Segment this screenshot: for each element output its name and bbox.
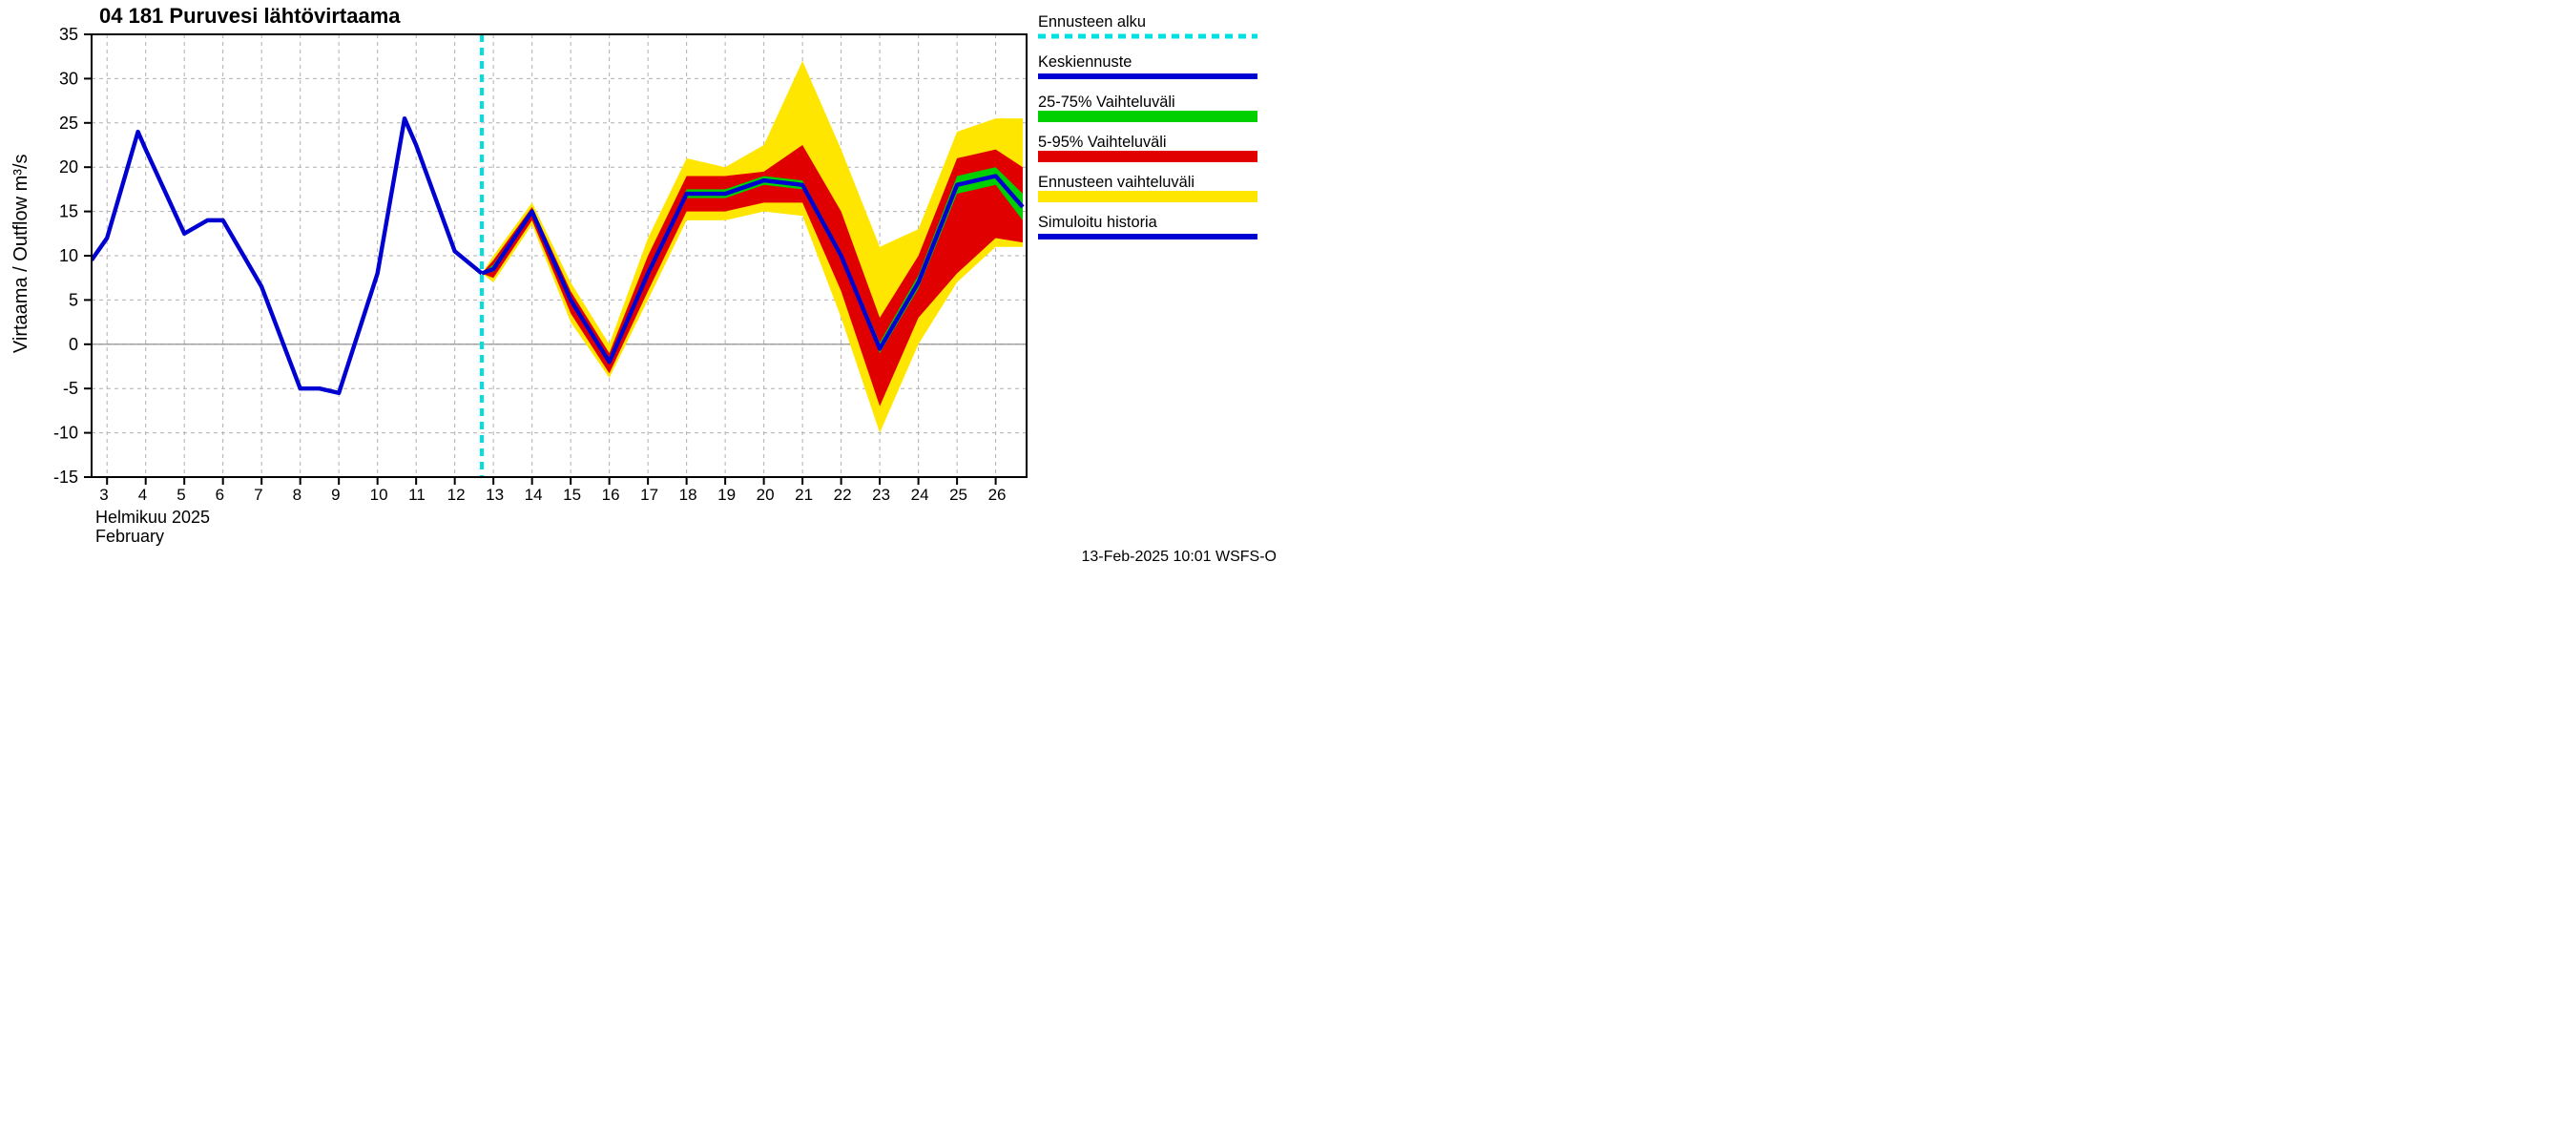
outflow-chart: -15 -10 -5 0 5 10 15 20 25 30 35 3 4 5 6 7 8 9 10 11 12 13 14 1…	[0, 0, 1288, 572]
legend: Ennusteen alku Keskiennuste 25-75% Vaihtel…	[1038, 13, 1257, 237]
y-tick-label: 20	[59, 157, 78, 177]
y-tick-label: 15	[59, 202, 78, 221]
x-tick-label: 17	[640, 486, 658, 504]
y-tick-label: -10	[53, 424, 78, 443]
x-tick-label: 24	[911, 486, 929, 504]
x-tick-label: 3	[99, 486, 108, 504]
y-tick-label: 30	[59, 69, 78, 88]
x-axis-label-month: Helmikuu 2025	[95, 508, 210, 527]
y-tick-label: -15	[53, 468, 78, 487]
x-tick-label: 9	[331, 486, 340, 504]
x-tick-label: 25	[949, 486, 967, 504]
chart-footer: 13-Feb-2025 10:01 WSFS-O	[1081, 549, 1277, 565]
y-tick-label: 25	[59, 114, 78, 133]
x-tick-label: 20	[757, 486, 775, 504]
legend-swatch	[1038, 191, 1257, 202]
x-tick-label: 11	[408, 486, 426, 504]
y-tick-label: 5	[69, 290, 78, 309]
y-axis-label: Virtaama / Outflow m³/s	[10, 155, 31, 354]
x-tick-label: 19	[717, 486, 736, 504]
y-tick-label: -5	[63, 379, 78, 398]
x-tick-label: 23	[872, 486, 890, 504]
x-tick-label: 12	[447, 486, 466, 504]
legend-label: 5-95% Vaihteluväli	[1038, 134, 1167, 151]
x-tick-label: 7	[254, 486, 262, 504]
x-tick-label: 5	[177, 486, 185, 504]
forecast-bands	[482, 61, 1023, 433]
x-tick-label: 22	[834, 486, 852, 504]
x-tick-label: 4	[138, 486, 147, 504]
y-tick-label: 10	[59, 246, 78, 265]
legend-label: Ennusteen alku	[1038, 13, 1146, 31]
x-tick-label: 6	[216, 486, 224, 504]
x-tick-label: 21	[795, 486, 813, 504]
x-tick-label: 16	[602, 486, 620, 504]
x-tick-label: 15	[563, 486, 581, 504]
x-tick-label: 18	[679, 486, 697, 504]
y-tick-label: 35	[59, 25, 78, 44]
x-tick-label: 10	[370, 486, 388, 504]
x-tick-label: 26	[988, 486, 1007, 504]
legend-swatch	[1038, 111, 1257, 122]
y-tick-label: 0	[69, 335, 78, 354]
legend-label: 25-75% Vaihteluväli	[1038, 94, 1175, 111]
x-axis-label-month-en: February	[95, 527, 164, 546]
x-tick-label: 13	[486, 486, 504, 504]
chart-title: 04 181 Puruvesi lähtövirtaama	[99, 4, 401, 28]
legend-swatch	[1038, 151, 1257, 162]
legend-label: Simuloitu historia	[1038, 214, 1158, 231]
legend-label: Ennusteen vaihteluväli	[1038, 174, 1195, 191]
chart-container: -15 -10 -5 0 5 10 15 20 25 30 35 3 4 5 6 7 8 9 10 11 12 13 14 1…	[0, 0, 1288, 572]
legend-label: Keskiennuste	[1038, 53, 1132, 71]
x-tick-label: 14	[525, 486, 543, 504]
x-tick-label: 8	[293, 486, 301, 504]
